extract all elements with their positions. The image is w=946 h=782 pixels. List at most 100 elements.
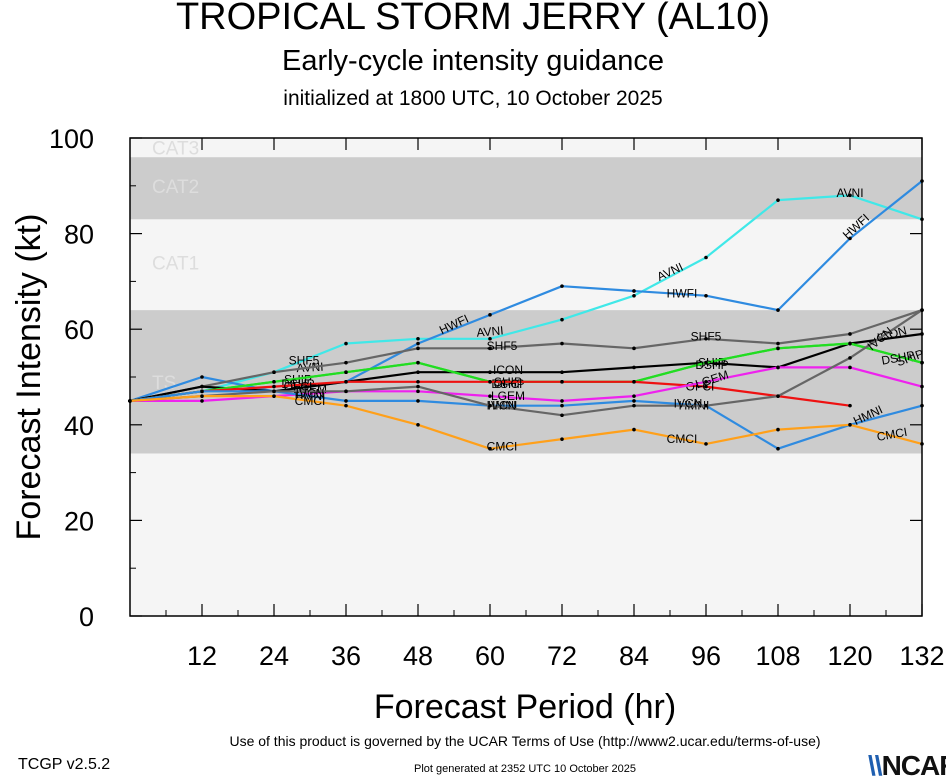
data-point [632,403,636,408]
series-label-cmci: CMCI [667,432,698,446]
data-point [416,346,420,351]
y-tick-label: 20 [64,506,94,536]
data-point [560,370,564,375]
y-axis-label: Forecast Intensity (kt) [10,214,48,541]
data-point [344,403,348,408]
data-point [704,255,708,260]
series-label-avni: AVNI [476,323,504,339]
x-tick-label: 96 [691,641,721,671]
data-point [632,346,636,351]
data-point [416,341,420,346]
data-point [344,399,348,403]
data-point [776,394,780,398]
series-line-hwfi [129,180,923,402]
data-point [632,427,636,432]
y-tick-label: 60 [64,315,94,345]
data-point [848,423,852,427]
x-tick-label: 36 [331,641,361,671]
data-point [776,346,780,351]
data-point [416,389,420,394]
data-point [344,379,348,384]
x-tick-label: 132 [899,641,944,671]
series-label-ofci: OFCI [494,377,523,391]
data-point [416,336,420,341]
data-point [200,384,204,389]
data-point [848,403,852,408]
y-tick-label: 40 [64,411,94,441]
data-point [776,198,780,202]
series-label-lgem: LGEM [293,382,327,396]
data-point [344,360,348,365]
series-label-hwfi: HWFI [667,286,698,300]
data-point [488,446,492,451]
data-point [272,379,276,384]
series-label-icon: ICON [493,363,523,377]
data-point [416,379,420,384]
band-cat3 [130,138,922,158]
x-axis-label: Forecast Period (hr) [374,688,676,726]
data-point [560,413,564,418]
data-point [416,360,420,365]
series-label-avni: AVNI [836,186,863,200]
data-point [560,341,564,346]
series-label-ivcn: IVCN [488,399,517,413]
data-point [344,341,348,346]
data-point [848,332,852,336]
y-tick-label: 0 [79,602,94,632]
data-point [776,365,780,370]
terms-of-use: Use of this product is governed by the U… [229,733,821,749]
data-point [200,389,204,394]
data-point [416,399,420,403]
data-point [632,365,636,370]
data-point [200,375,204,379]
x-tick-label: 60 [475,641,505,671]
chart-subtitle: Early-cycle intensity guidance [281,45,664,77]
series-label-cmci: CMCI [295,394,326,408]
series-label-shf5: SHF5 [289,353,320,367]
data-point [704,336,708,341]
data-point [488,394,492,398]
data-point [848,341,852,346]
data-point [848,193,852,198]
data-point [560,403,564,408]
axes: 12 24 36 48 60 72 84 96 108 120 132 0 20 40 60 80 100 [49,124,945,671]
data-point [344,370,348,375]
chart-title: TROPICAL STORM JERRY (AL10) [175,0,771,38]
y-tick-label: 80 [64,220,94,250]
x-tick-label: 108 [755,641,800,671]
series-label-cmci: CMCI [876,425,909,444]
series-label-dshp: DSHP [880,348,915,368]
band-cat2 [130,157,922,220]
band-label-cat1: CAT1 [152,253,199,274]
data-point [704,442,708,446]
data-point [560,379,564,384]
data-point [632,394,636,398]
band-cat1 [130,219,922,311]
data-point [272,389,276,394]
series-line-cmci [129,395,923,450]
data-point [848,236,852,241]
data-point [416,384,420,389]
data-point [272,384,276,389]
data-point [848,356,852,360]
generated-time: Plot generated at 2352 UTC 10 October 20… [414,763,636,775]
data-point [200,399,204,403]
series-label-shf5: SHF5 [691,329,722,343]
band-label-cat3: CAT3 [152,139,199,160]
series-label-ivcn: IVCN [674,396,703,410]
data-point [560,317,564,322]
x-tick-label: 24 [259,641,289,671]
data-point [704,360,708,365]
data-point [776,427,780,432]
data-point [344,389,348,394]
x-tick-label: 48 [403,641,433,671]
data-point [272,370,276,375]
data-point [704,379,708,384]
data-point [776,308,780,312]
x-tick-label: 72 [547,641,577,671]
y-tick-label: 100 [49,124,94,154]
x-tick-label: 120 [827,641,872,671]
data-point [704,403,708,408]
data-point [488,336,492,341]
